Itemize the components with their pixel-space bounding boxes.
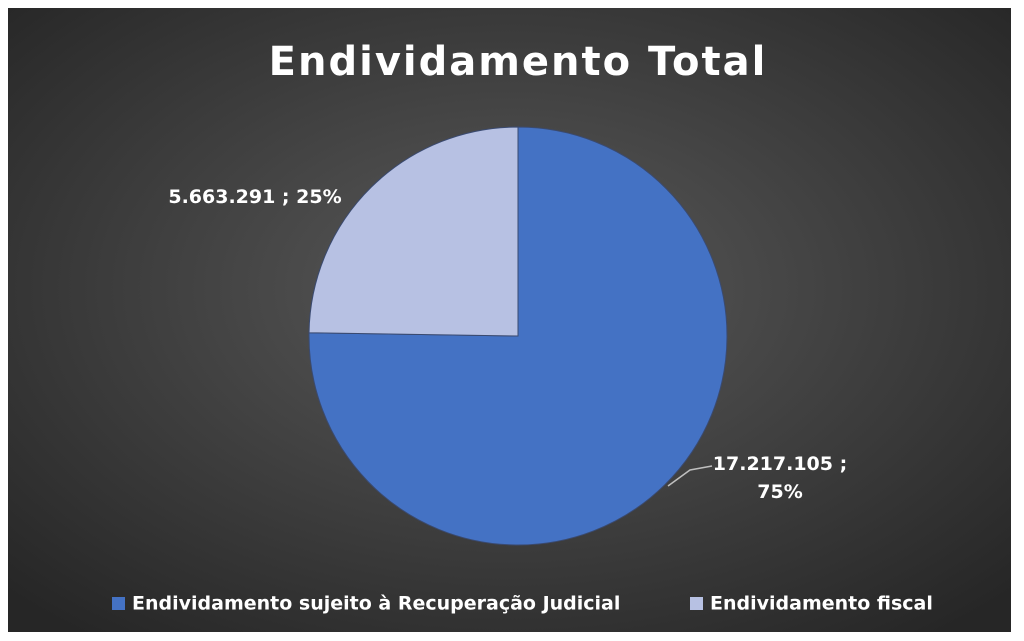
data-label: 5.663.291 ; 25%	[168, 186, 342, 208]
legend-label: Endividamento fiscal	[710, 593, 933, 615]
chart-title: Endividamento Total	[269, 39, 768, 85]
pie-slice	[308, 126, 519, 337]
data-label: 17.217.105 ; 75%	[712, 453, 848, 503]
legend-marker	[690, 597, 703, 610]
legend-marker	[112, 597, 125, 610]
pie-slice	[308, 126, 728, 546]
leader-line	[667, 465, 713, 487]
legend-label: Endividamento sujeito à Recuperação Judi…	[132, 593, 620, 615]
